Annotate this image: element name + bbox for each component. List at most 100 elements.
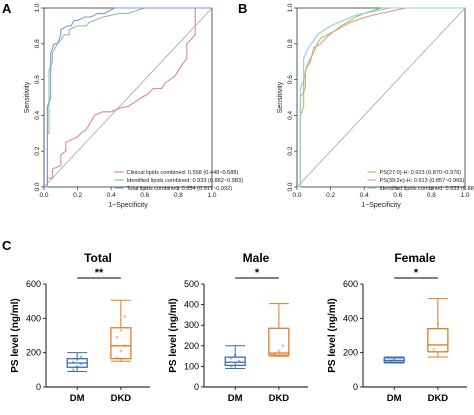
y-tick-label: 0.6: [287, 75, 294, 84]
roc-curve-series-2: [44, 7, 212, 188]
significance-marker: **: [95, 267, 104, 279]
legend-label: PS(39:2e)-H: 0.913 (0.857~0.969): [380, 178, 465, 184]
y-tick-label: 0.8: [34, 39, 41, 48]
data-point: [233, 361, 237, 365]
data-point: [79, 355, 83, 359]
y-tick-label: 0.2: [287, 146, 294, 155]
roc-curve-series-1: [297, 7, 465, 188]
x-tick-label: DM: [387, 393, 402, 404]
data-point: [388, 359, 392, 363]
data-point: [229, 356, 233, 360]
legend-label: Total lipids combined: 0.954 (0.917~0.99…: [127, 186, 233, 192]
data-point: [71, 360, 75, 364]
data-point: [432, 347, 436, 351]
x-tick-label: 0.8: [427, 192, 436, 199]
roc-chart-a: 0.0 0.2 0.4 0.6 0.8 1.0 0.0 0.2 0.4 0.6 0.8 1.0 1−Sp…: [24, 3, 243, 209]
data-point: [71, 368, 75, 372]
boxplot-female: Female 0 200 400 600 PS level (ng/ml) DM DKD *: [327, 251, 467, 404]
y-tick-label: 200: [26, 348, 41, 358]
boxplot-male: Male 0 100 200 300 400 500 PS level (ng/ml) DM DK…: [168, 251, 308, 404]
y-tick-label: 0: [353, 382, 358, 392]
data-point: [123, 315, 127, 319]
y-axis-label: PS level (ng/ml): [327, 298, 338, 372]
y-tick-label: 1.0: [287, 3, 294, 12]
y-tick-label: 300: [184, 320, 199, 330]
roc-curve-series-3: [297, 7, 465, 188]
x-tick-label: DM: [70, 393, 85, 404]
y-tick-label: 1.0: [34, 3, 41, 12]
y-tick-label: 200: [343, 348, 358, 358]
y-tick-label: 0.8: [287, 39, 294, 48]
y-tick-label: 400: [184, 300, 199, 310]
y-tick-label: 400: [343, 313, 358, 323]
x-tick-label: 0.2: [326, 192, 335, 199]
legend-label: Clinical lipids combined: 0.568 (0.448~0…: [127, 170, 239, 176]
y-tick-label: 200: [184, 341, 199, 351]
box-dkd: [110, 327, 132, 360]
y-tick-label: 0.6: [34, 75, 41, 84]
data-point: [237, 359, 241, 363]
roc-curve-series-3: [44, 7, 212, 188]
y-tick-label: 0.0: [34, 182, 41, 191]
x-tick-label: DKD: [111, 393, 132, 404]
x-tick-label: 1.0: [460, 192, 469, 199]
x-tick-label: 0.6: [140, 192, 149, 199]
reference-diagonal: [43, 7, 213, 188]
y-tick-label: 400: [26, 313, 41, 323]
y-tick-label: 100: [184, 361, 199, 371]
x-tick-label: DM: [228, 393, 243, 404]
chart-title: Male: [243, 251, 270, 265]
panel-letter-b: B: [238, 1, 247, 16]
panel-letter-c: C: [2, 238, 12, 253]
data-point: [79, 362, 83, 366]
boxplot-total: Total 0 200 400 600 PS level (ng/ml) DM DKD **: [10, 251, 150, 404]
y-tick-label: 600: [343, 279, 358, 289]
y-axis-label: PS level (ng/ml): [10, 298, 21, 372]
data-point: [119, 328, 123, 332]
legend-label: PS(27:0)-H: 0.923 (0.870~0.976): [380, 170, 462, 176]
significance-marker: *: [414, 267, 419, 279]
data-point: [75, 358, 79, 361]
data-point: [229, 365, 233, 368]
y-axis-label: PS level (ng/ml): [168, 298, 179, 372]
y-tick-label: 0.4: [287, 111, 294, 120]
x-tick-label: 0.0: [292, 192, 301, 199]
data-point: [273, 352, 277, 356]
y-tick-label: 0.4: [34, 111, 41, 120]
x-tick-label: 0.0: [39, 192, 48, 199]
roc-chart-b: 0.0 0.2 0.4 0.6 0.8 1.0 0.0 0.2 0.4 0.6 0.8 1.0 1−Sp…: [277, 3, 474, 209]
box-dkd: [268, 327, 290, 356]
chart-title: Female: [394, 251, 436, 265]
x-tick-label: 0.4: [360, 192, 369, 199]
roc-curve-series-1: [44, 7, 212, 188]
data-point: [115, 335, 119, 339]
y-tick-label: 0: [36, 382, 41, 392]
x-tick-label: DKD: [428, 393, 449, 404]
chart-title: Total: [84, 251, 112, 265]
data-point: [277, 349, 281, 353]
x-axis-label: 1−Specificity: [108, 202, 148, 209]
data-point: [119, 349, 123, 353]
y-tick-label: 0: [194, 382, 199, 392]
panel-letter-a: A: [2, 1, 12, 16]
x-tick-label: 0.8: [174, 192, 183, 199]
data-point: [392, 358, 396, 361]
data-point: [75, 365, 79, 368]
y-tick-label: 0.2: [34, 146, 41, 155]
significance-marker: *: [255, 267, 260, 279]
y-tick-label: 0.0: [287, 182, 294, 191]
data-point: [115, 356, 119, 360]
data-point: [281, 344, 285, 348]
x-tick-label: 0.2: [73, 192, 82, 199]
box-dkd: [427, 327, 449, 353]
x-tick-label: DKD: [269, 393, 290, 404]
x-axis-label: 1−Specificity: [361, 202, 401, 209]
y-tick-label: 500: [184, 279, 199, 289]
reference-diagonal: [296, 7, 466, 188]
data-point: [436, 322, 440, 325]
x-tick-label: 0.4: [107, 192, 116, 199]
y-tick-label: 600: [26, 279, 41, 289]
x-tick-label: 1.0: [207, 192, 216, 199]
data-point: [123, 344, 127, 348]
